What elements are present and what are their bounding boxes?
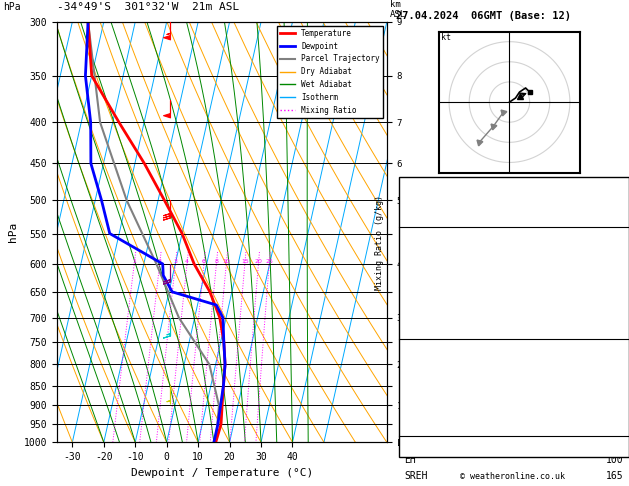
Text: Lifted Index: Lifted Index (404, 295, 475, 304)
Text: kt: kt (441, 33, 451, 42)
Text: 3: 3 (174, 259, 177, 264)
Text: 0: 0 (618, 311, 624, 320)
Text: 0: 0 (618, 327, 624, 336)
Text: 750: 750 (606, 359, 624, 368)
Text: 0: 0 (618, 407, 624, 417)
Text: 4: 4 (185, 259, 189, 264)
Text: 1: 1 (618, 391, 624, 400)
Text: © weatheronline.co.uk: © weatheronline.co.uk (460, 472, 565, 481)
Text: EH: EH (404, 455, 416, 465)
Text: e (K): e (K) (415, 375, 445, 384)
Text: 318: 318 (606, 278, 624, 288)
Text: Surface: Surface (494, 230, 535, 240)
Text: CIN (J): CIN (J) (404, 327, 445, 336)
Text: 15: 15 (241, 259, 248, 264)
Text: SREH: SREH (404, 471, 428, 481)
Text: 15.6: 15.6 (601, 246, 624, 256)
Text: -34°49'S  301°32'W  21m ASL: -34°49'S 301°32'W 21m ASL (57, 2, 239, 12)
Text: 165: 165 (606, 471, 624, 481)
Text: Mixing Ratio (g/kg): Mixing Ratio (g/kg) (375, 195, 384, 291)
Text: CAPE (J): CAPE (J) (404, 407, 452, 417)
Text: CIN (J): CIN (J) (404, 423, 445, 433)
Text: θ: θ (404, 375, 411, 384)
Text: 15: 15 (612, 262, 624, 272)
Text: 8: 8 (214, 259, 218, 264)
Text: km
ASL: km ASL (390, 0, 406, 19)
Text: e(K): e(K) (415, 278, 438, 288)
X-axis label: Dewpoint / Temperature (°C): Dewpoint / Temperature (°C) (131, 468, 313, 478)
Text: Most Unstable: Most Unstable (476, 343, 552, 352)
Text: PW (cm): PW (cm) (404, 214, 445, 224)
Text: θ: θ (404, 278, 411, 288)
Text: 25: 25 (265, 259, 273, 264)
Text: K: K (404, 182, 410, 192)
Text: Hodograph: Hodograph (487, 439, 541, 449)
Text: Totals Totals: Totals Totals (404, 198, 481, 208)
Text: Dewp (°C): Dewp (°C) (404, 262, 457, 272)
Text: 27.04.2024  06GMT (Base: 12): 27.04.2024 06GMT (Base: 12) (396, 11, 571, 21)
Text: Temp (°C): Temp (°C) (404, 246, 457, 256)
Text: hPa: hPa (3, 2, 21, 12)
Text: 10: 10 (223, 259, 230, 264)
Text: CAPE (J): CAPE (J) (404, 311, 452, 320)
Text: 2: 2 (158, 259, 162, 264)
Text: Pressure (mb): Pressure (mb) (404, 359, 481, 368)
Text: 7: 7 (618, 295, 624, 304)
Text: 42: 42 (612, 198, 624, 208)
Text: 0: 0 (618, 423, 624, 433)
Text: 1: 1 (132, 259, 136, 264)
Text: 30: 30 (612, 182, 624, 192)
Text: Lifted Index: Lifted Index (404, 391, 475, 400)
Text: 328: 328 (606, 375, 624, 384)
Text: 100: 100 (606, 455, 624, 465)
Legend: Temperature, Dewpoint, Parcel Trajectory, Dry Adiabat, Wet Adiabat, Isotherm, Mi: Temperature, Dewpoint, Parcel Trajectory… (277, 26, 383, 118)
Text: 3.25: 3.25 (601, 214, 624, 224)
Text: 6: 6 (202, 259, 206, 264)
Y-axis label: hPa: hPa (8, 222, 18, 242)
Text: 20: 20 (255, 259, 262, 264)
